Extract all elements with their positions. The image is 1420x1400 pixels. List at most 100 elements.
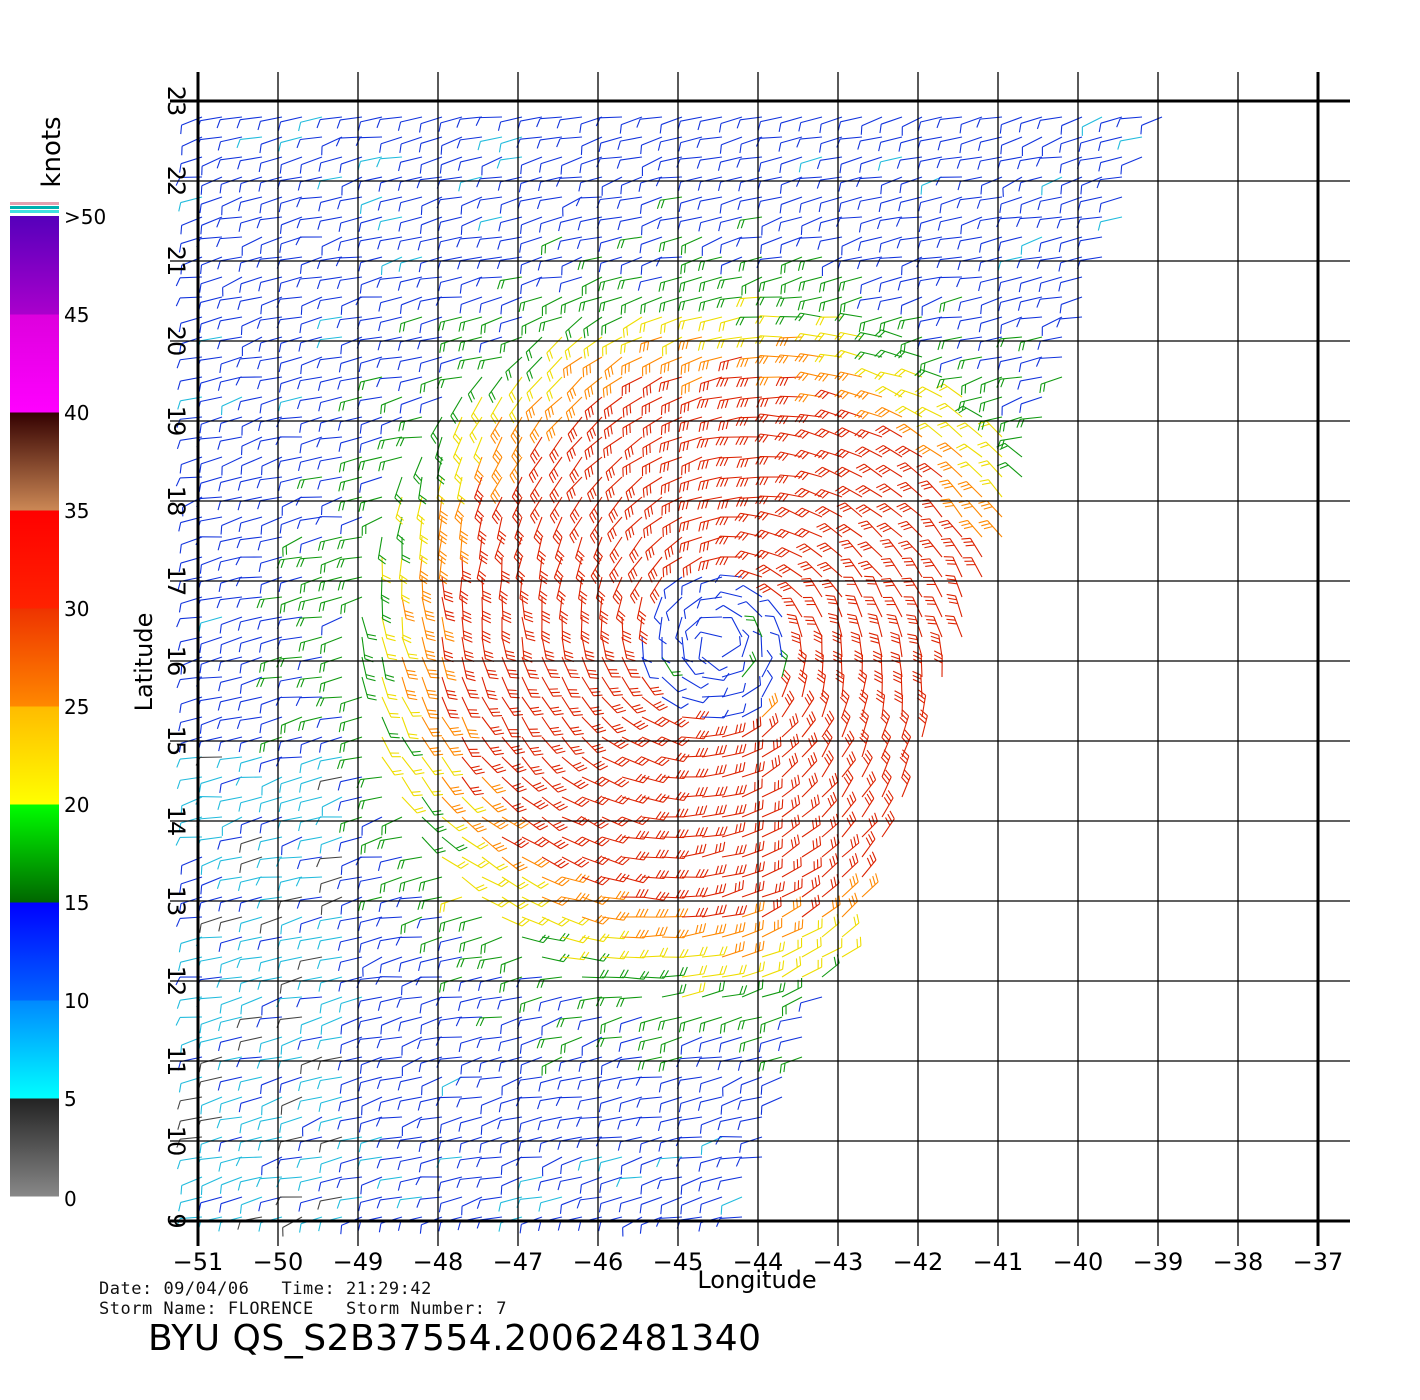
wind-barb <box>356 396 383 410</box>
wind-barb <box>569 456 583 484</box>
wind-barb <box>814 506 843 518</box>
wind-barb <box>316 956 343 970</box>
wind-barb <box>564 336 583 361</box>
wind-barb <box>239 1116 263 1134</box>
wind-barb <box>639 316 663 334</box>
wind-barb <box>569 516 583 544</box>
wind-barb <box>918 216 943 233</box>
wind-barb <box>221 456 243 476</box>
wind-barb <box>375 916 403 927</box>
wind-barb <box>261 776 283 796</box>
wind-barb <box>935 383 963 398</box>
wind-barb <box>401 756 425 775</box>
wind-barb <box>882 596 903 618</box>
wind-barb <box>681 907 709 918</box>
wind-barb <box>278 396 303 412</box>
wind-barb <box>492 436 503 465</box>
wind-barb <box>955 443 983 458</box>
wind-barb <box>795 236 823 247</box>
wind-barb <box>279 596 303 614</box>
wind-barb <box>660 356 683 375</box>
wind-barb <box>914 386 943 398</box>
wind-barb <box>521 716 542 737</box>
wind-barb <box>923 596 943 618</box>
wind-barb <box>259 916 283 934</box>
wind-barb <box>501 676 520 699</box>
wind-barb <box>278 476 303 492</box>
wind-barb <box>549 476 563 504</box>
wind-barb <box>621 676 643 697</box>
wind-barb <box>282 536 303 557</box>
wind-barb <box>536 136 563 149</box>
wind-barb <box>721 941 745 958</box>
wind-barb <box>867 613 883 638</box>
wind-barb <box>509 396 523 424</box>
wind-barb <box>677 316 703 331</box>
wind-barb <box>721 844 747 858</box>
wind-barb <box>561 636 575 663</box>
wind-barb <box>827 613 843 638</box>
wind-barb <box>761 216 783 236</box>
wind-barb <box>376 356 403 368</box>
wind-barb <box>318 976 343 992</box>
wind-barb <box>505 356 523 381</box>
wind-barb <box>854 446 883 458</box>
wind-barb <box>681 656 705 676</box>
wind-barb <box>781 752 799 778</box>
wind-barb <box>977 441 1003 458</box>
wind-barb <box>201 156 223 176</box>
wind-barb <box>639 196 663 214</box>
wind-barb <box>376 276 403 288</box>
wind-barb <box>930 631 943 658</box>
wind-barb <box>914 406 943 418</box>
wind-barb <box>458 916 483 932</box>
wind-barb <box>521 616 536 642</box>
wind-barb <box>566 476 583 502</box>
wind-barb <box>515 1096 543 1107</box>
wind-barb <box>939 196 963 214</box>
wind-barb <box>641 676 664 696</box>
wind-barb <box>356 336 383 349</box>
wind-barb <box>377 836 403 850</box>
wind-barb <box>901 729 912 758</box>
wind-barb <box>470 396 483 425</box>
wind-barb <box>521 856 550 868</box>
wind-barb <box>653 596 663 625</box>
wind-barb <box>396 896 423 908</box>
wind-barb <box>526 356 543 382</box>
wind-barb <box>476 556 487 585</box>
wind-barb <box>561 716 584 736</box>
wind-barb <box>459 276 483 294</box>
wind-barb <box>821 834 840 858</box>
wind-barb <box>701 965 728 978</box>
wind-barb <box>216 236 243 248</box>
wind-barb <box>660 416 683 436</box>
wind-barb <box>794 527 823 538</box>
wind-barb <box>816 542 843 558</box>
wind-barb <box>296 856 323 870</box>
wind-barb <box>529 436 543 464</box>
wind-barb <box>198 616 223 632</box>
wind-barb <box>299 736 323 754</box>
wind-barb <box>397 856 423 870</box>
wind-barb <box>1059 196 1083 214</box>
wind-barb <box>320 636 343 654</box>
wind-barb <box>923 576 943 598</box>
wind-barb <box>736 456 763 469</box>
wind-barb <box>821 938 843 958</box>
wind-barb <box>299 156 323 174</box>
wind-barb <box>608 496 623 523</box>
wind-barb <box>794 332 823 342</box>
wind-barb <box>761 669 773 698</box>
wind-barb <box>641 773 670 784</box>
wind-barb <box>401 736 423 757</box>
wind-barb <box>381 636 398 661</box>
wind-barb <box>798 996 823 1012</box>
wind-barb <box>561 776 589 790</box>
wind-barb <box>678 1016 703 1033</box>
wind-barb <box>398 876 423 893</box>
wind-barb <box>436 1056 463 1068</box>
wind-barb <box>886 613 903 638</box>
wind-barb <box>861 790 875 818</box>
wind-barb <box>698 1156 723 1172</box>
